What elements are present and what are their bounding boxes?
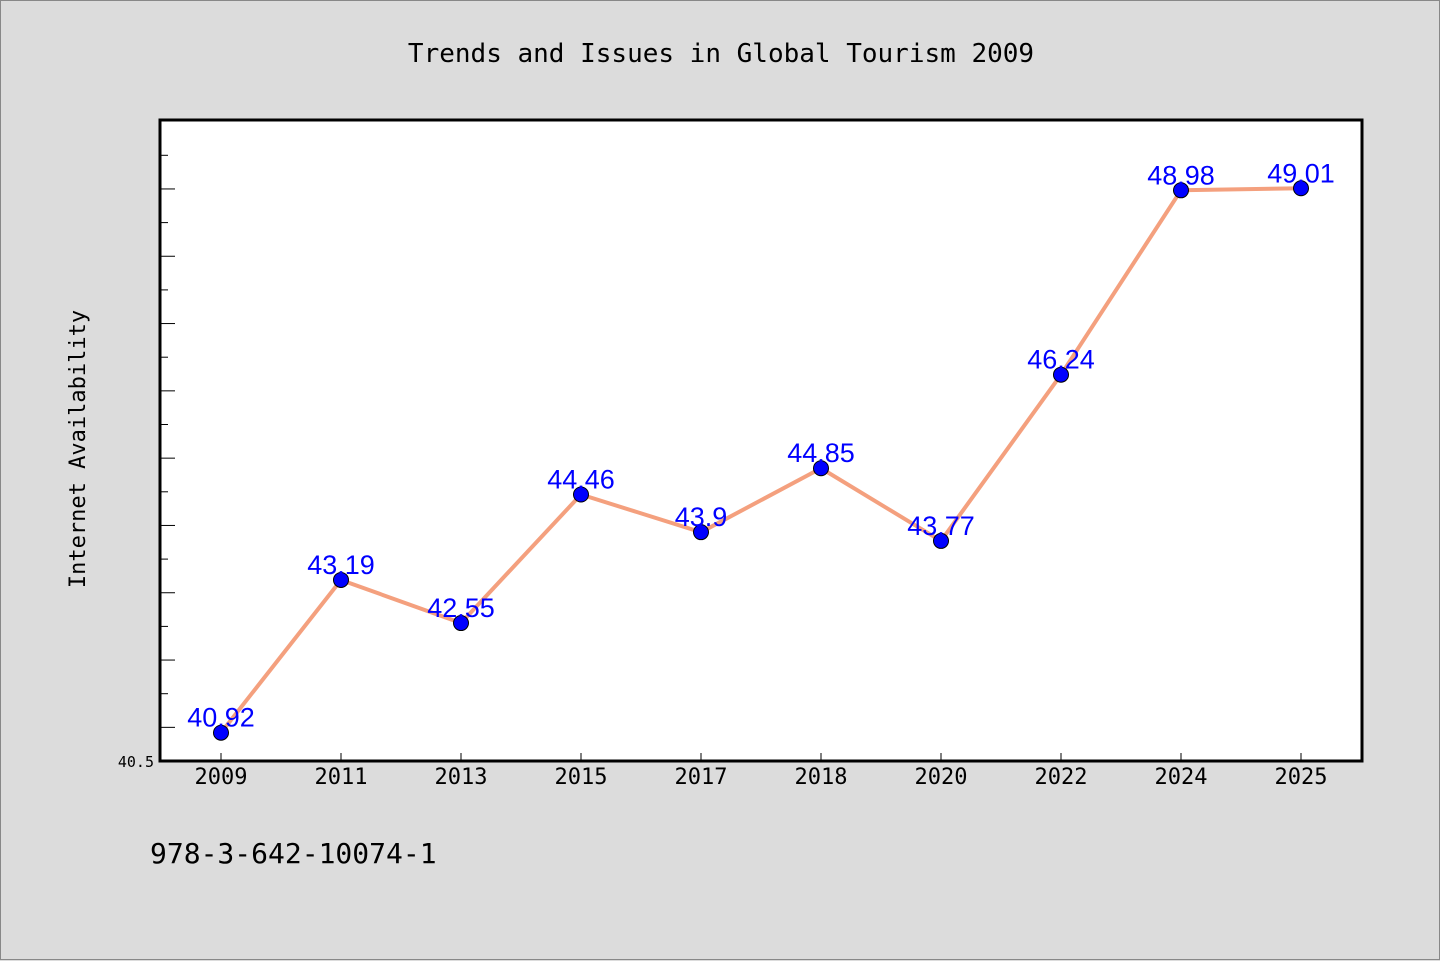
x-axis-tick-labels: 2009 2011 2013 2015 2017 2018 2020 2022 2024 2025 [195, 765, 1328, 790]
x-tick-label: 2018 [795, 765, 848, 790]
data-point [213, 724, 229, 741]
y-axis-label: Internet Availability [66, 310, 91, 588]
plot-area [158, 118, 1364, 763]
data-label: 48.98 [1147, 160, 1215, 190]
data-label: 40.92 [187, 703, 255, 733]
data-label: 44.46 [547, 464, 615, 494]
data-label: 43.77 [907, 511, 975, 541]
series-line [219, 186, 1303, 735]
data-label: 44.85 [787, 438, 855, 468]
data-point [1293, 180, 1309, 197]
data-point [333, 571, 349, 588]
data-label: 43.19 [307, 550, 375, 580]
x-tick-label: 2009 [195, 765, 248, 790]
data-point [1173, 182, 1189, 199]
chart-title: Trends and Issues in Global Tourism 2009 [408, 39, 1034, 69]
y-tick-label: 40.5 [118, 753, 154, 771]
data-point [933, 532, 949, 549]
x-tick-label: 2025 [1275, 765, 1328, 790]
data-point [453, 615, 469, 632]
x-tick-label: 2011 [315, 765, 368, 790]
data-point [813, 460, 829, 477]
data-point [1053, 366, 1069, 383]
data-label: 42.55 [427, 593, 495, 623]
x-tick-label: 2015 [555, 765, 608, 790]
isbn-text: 978-3-642-10074-1 [150, 837, 437, 870]
data-point [573, 486, 589, 503]
data-point [693, 524, 709, 541]
x-tick-label: 2020 [915, 765, 968, 790]
x-tick-label: 2022 [1035, 765, 1088, 790]
x-tick-label: 2017 [675, 765, 728, 790]
y-axis-ticks [160, 154, 175, 728]
data-label: 49.01 [1267, 158, 1335, 188]
series-layer: 40.92 43.19 42.55 44.46 43.9 44.85 43.77 46.24 4… [187, 158, 1335, 741]
x-tick-label: 2013 [435, 765, 488, 790]
x-axis-ticks [220, 753, 1302, 761]
data-label: 43.9 [675, 502, 728, 532]
data-label: 46.24 [1027, 345, 1095, 375]
x-tick-label: 2024 [1155, 765, 1208, 790]
